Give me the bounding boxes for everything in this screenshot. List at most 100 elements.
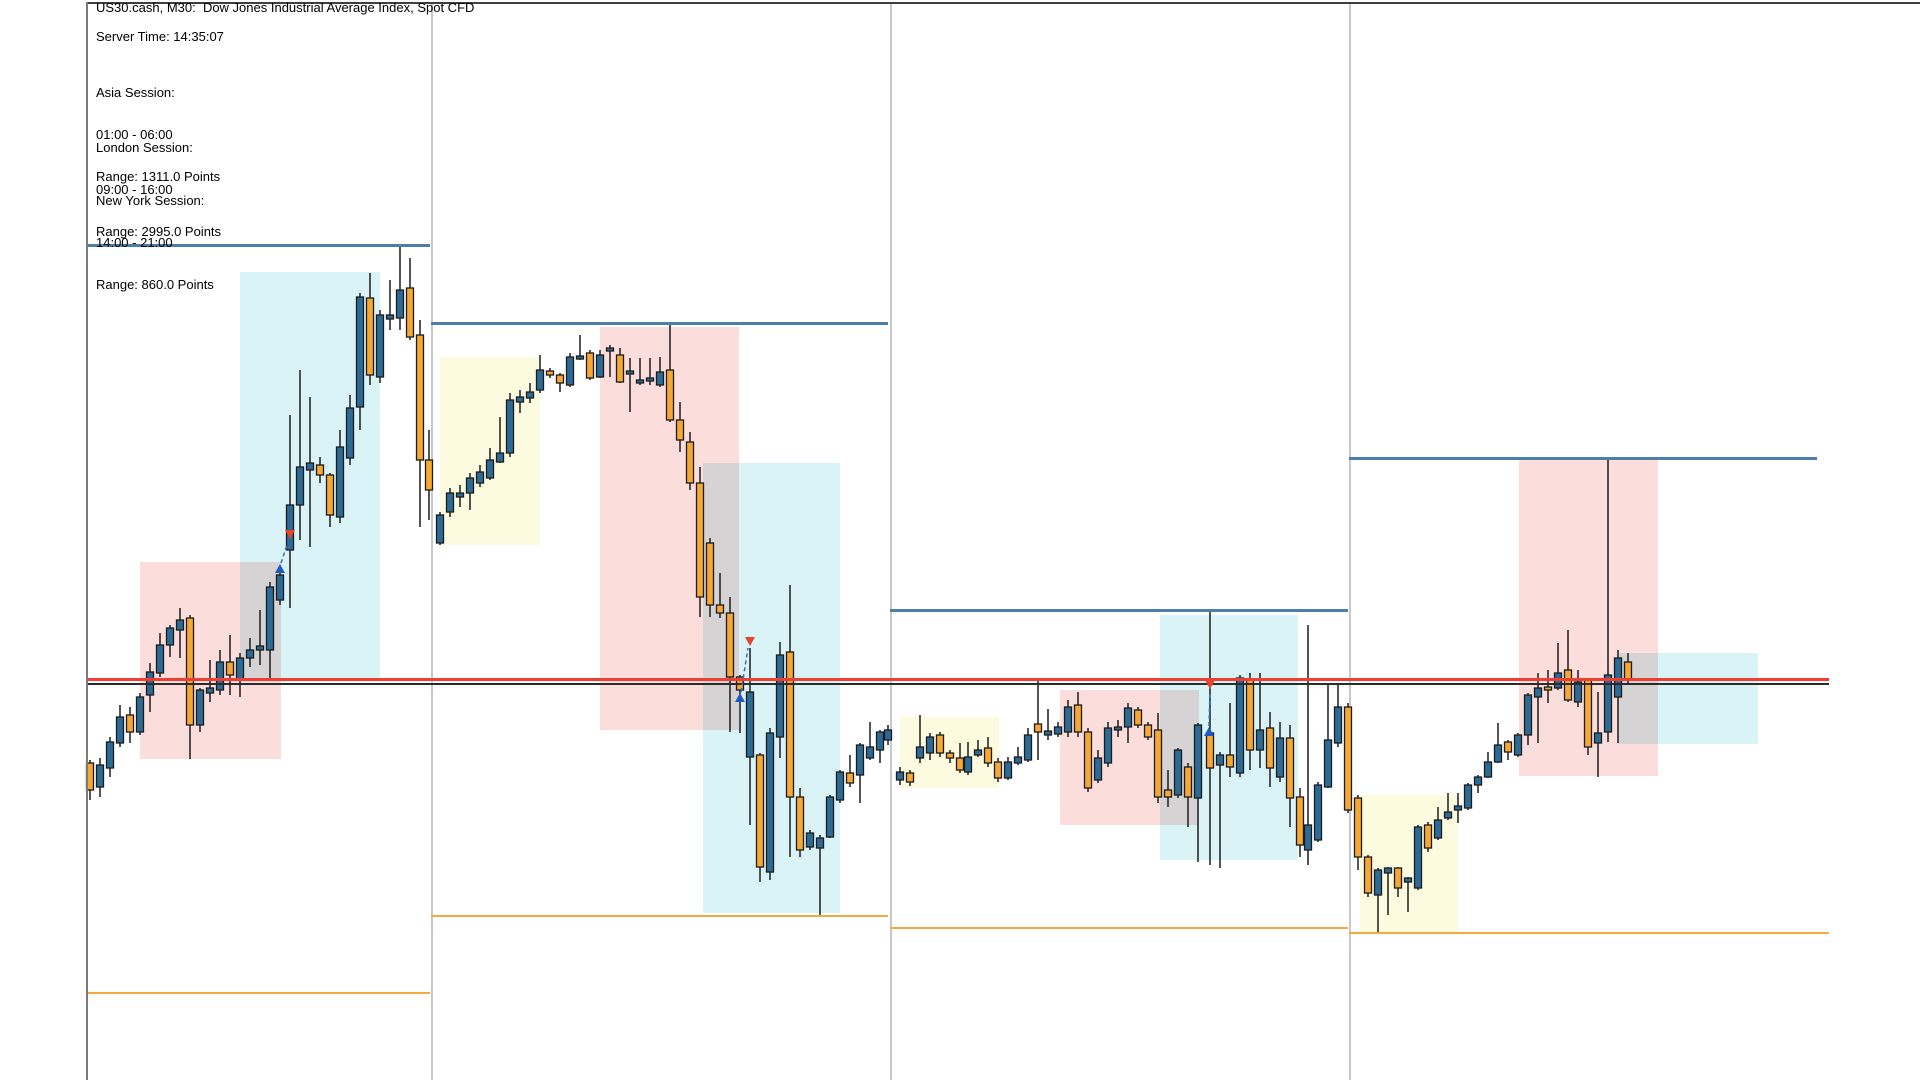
- candle-bullish: [1103, 727, 1113, 764]
- candle-bearish: [1163, 789, 1173, 798]
- candle-bullish: [775, 654, 785, 738]
- candle-bearish: [545, 370, 555, 376]
- candle-bullish: [635, 379, 645, 384]
- asia-session-range: Range: 1311.0 Points: [96, 169, 221, 184]
- candle-bearish: [1353, 797, 1363, 858]
- chart-info-overlay: US30.cash, M30: Dow Jones Industrial Ave…: [96, 0, 474, 292]
- candle-bearish: [424, 459, 434, 491]
- candle-bullish: [1373, 869, 1383, 896]
- candle-bullish: [963, 756, 973, 773]
- candle-bearish: [1343, 706, 1353, 811]
- price-level-line-red: [87, 677, 1829, 681]
- candle-bearish: [1073, 704, 1083, 733]
- candle-bearish: [725, 612, 735, 678]
- candle-bullish: [805, 832, 815, 848]
- buy-arrow-icon: [1204, 727, 1214, 736]
- candle-bearish: [1393, 867, 1403, 889]
- asia-session-info: Asia Session: 01:00 - 06:00 Range: 1311.…: [96, 58, 220, 212]
- server-time: Server Time: 14:35:07: [96, 29, 224, 44]
- candle-bullish: [605, 347, 615, 352]
- candle-bearish: [415, 334, 425, 461]
- candle-bullish: [1433, 819, 1443, 839]
- candle-bullish: [575, 355, 585, 360]
- candle-bullish: [475, 471, 485, 484]
- candle-bearish: [1265, 727, 1275, 769]
- candle-bullish: [1063, 706, 1073, 733]
- candle-bearish: [845, 772, 855, 784]
- newyork-session-info: New York Session: 14:00 - 21:00 Range: 8…: [96, 166, 214, 320]
- candle-bearish: [1543, 686, 1553, 691]
- candle-bearish: [945, 752, 955, 759]
- candle-bullish: [375, 314, 385, 378]
- newyork-session-box: [1160, 615, 1298, 860]
- candle-bullish: [1003, 761, 1013, 779]
- price-level-line-black: [87, 683, 1829, 685]
- candle-bullish: [445, 492, 455, 513]
- session-low-line: [890, 927, 1348, 929]
- candle-bullish: [1573, 681, 1583, 703]
- candle-bearish: [1033, 723, 1043, 733]
- candle-bullish: [155, 644, 165, 674]
- candle-bullish: [883, 729, 893, 741]
- session-low-line: [87, 992, 430, 994]
- candle-bullish: [565, 356, 575, 386]
- asia-session-name: Asia Session:: [96, 85, 175, 100]
- candle-bearish: [755, 754, 765, 868]
- candle-bullish: [335, 446, 345, 518]
- candle-bearish: [785, 651, 795, 798]
- candle-bullish: [1123, 707, 1133, 728]
- day-separator-line: [890, 2, 892, 1080]
- chart-left-border: [86, 2, 88, 1080]
- candle-bullish: [1413, 826, 1423, 889]
- candle-bearish: [185, 617, 195, 726]
- candle-bullish: [395, 289, 405, 319]
- candle-bullish: [165, 627, 175, 646]
- newyork-session-range: Range: 860.0 Points: [96, 277, 214, 292]
- candle-bullish: [305, 462, 315, 471]
- candle-bearish: [1363, 856, 1373, 894]
- candle-bearish: [993, 761, 1003, 779]
- candle-bearish: [615, 354, 625, 383]
- candle-bullish: [1093, 757, 1103, 781]
- london-session-range: Range: 2995.0 Points: [96, 224, 222, 239]
- candle-bearish: [715, 604, 725, 614]
- candle-bearish: [665, 369, 675, 421]
- candle-bullish: [1453, 805, 1463, 811]
- newyork-session-name: New York Session:: [96, 193, 205, 208]
- candle-bearish: [365, 297, 375, 376]
- candle-bearish: [685, 441, 695, 484]
- candle-bullish: [895, 771, 905, 781]
- newyork-session-hours: 14:00 - 21:00: [96, 235, 173, 250]
- candle-bearish: [585, 352, 595, 379]
- candle-bullish: [1483, 761, 1493, 778]
- candle-bullish: [1523, 694, 1533, 736]
- session-low-line: [1349, 932, 1829, 934]
- candle-bullish: [505, 399, 515, 454]
- candle-bearish: [225, 661, 235, 676]
- trade-connector-dashed-line: [280, 541, 289, 564]
- candle-bullish: [1383, 867, 1393, 874]
- candle-bullish: [245, 649, 255, 659]
- candle-bearish: [1183, 766, 1193, 798]
- candle-bullish: [1215, 754, 1225, 766]
- candle-bullish: [595, 354, 605, 378]
- candle-bearish: [405, 287, 415, 338]
- candle-bullish: [275, 574, 285, 601]
- candle-bullish: [765, 732, 775, 873]
- candle-bearish: [1225, 754, 1235, 768]
- candle-bullish: [1323, 739, 1333, 788]
- candle-bullish: [1043, 730, 1053, 736]
- london-session-hours: 09:00 - 16:00: [96, 182, 173, 197]
- candle-bearish: [125, 714, 135, 733]
- candle-bullish: [835, 771, 845, 801]
- session-high-line: [1349, 456, 1817, 460]
- candle-bullish: [105, 741, 115, 769]
- candle-bearish: [905, 772, 915, 783]
- candle-bullish: [1463, 784, 1473, 809]
- candle-bullish: [865, 746, 875, 759]
- session-high-line: [431, 321, 888, 325]
- candle-bearish: [1143, 724, 1153, 738]
